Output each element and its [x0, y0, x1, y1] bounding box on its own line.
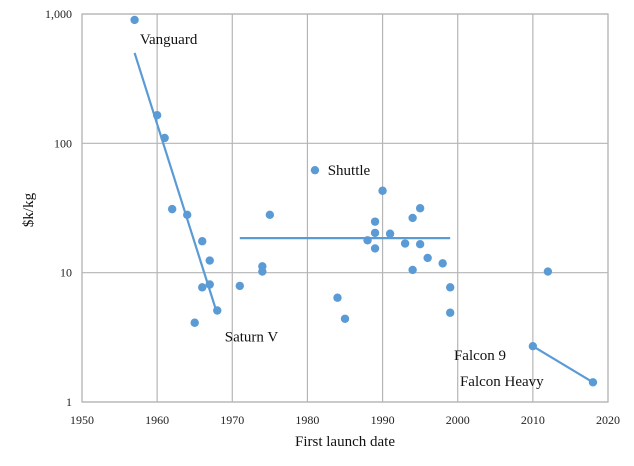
plot-frame [81, 13, 609, 403]
data-point [415, 204, 425, 213]
y-tick-label: 1,000 [45, 7, 72, 21]
y-axis-label: $k/kg [21, 192, 37, 227]
data-point [205, 280, 214, 289]
data-point [167, 204, 177, 214]
data-points [130, 15, 598, 387]
data-point [446, 308, 455, 317]
data-point [438, 259, 447, 268]
data-point [400, 239, 410, 248]
data-point [310, 165, 320, 175]
x-tick-label: 2010 [521, 413, 545, 427]
data-point [423, 253, 432, 263]
data-point [190, 318, 199, 327]
trend-line [532, 345, 594, 384]
y-tick-labels: 1 10 100 1,000 [45, 7, 72, 409]
x-tick-label: 1970 [220, 413, 244, 427]
data-point [363, 236, 372, 245]
annotation-label: Shuttle [328, 163, 371, 179]
data-point [130, 15, 139, 25]
data-point [198, 283, 207, 292]
data-point [340, 314, 350, 323]
data-point [152, 111, 162, 120]
x-tick-labels: 1950 1960 1970 1980 1990 2000 2010 2020 [70, 413, 620, 427]
data-point [258, 267, 267, 276]
data-point [370, 228, 380, 238]
annotation-label: Vanguard [140, 32, 198, 48]
y-tick-label: 1 [66, 395, 72, 409]
data-point [183, 210, 192, 220]
y-tick-label: 100 [54, 136, 72, 150]
gridlines [81, 13, 609, 403]
data-point [446, 283, 455, 292]
data-point [265, 210, 275, 220]
data-point [378, 186, 387, 195]
x-axis-label: First launch date [295, 434, 395, 450]
data-point [543, 267, 553, 276]
annotation-label: Falcon Heavy [460, 374, 544, 390]
annotation-label: Falcon 9 [454, 348, 506, 364]
annotations: Vanguard Shuttle Saturn V Falcon 9 Falcon He… [140, 32, 544, 390]
data-point [205, 256, 214, 265]
trend-lines [133, 52, 594, 384]
x-tick-label: 1950 [70, 413, 94, 427]
data-point [385, 229, 395, 238]
data-point [160, 133, 169, 143]
data-point [333, 293, 342, 302]
data-point [528, 342, 538, 351]
x-tick-label: 2000 [446, 413, 470, 427]
annotation-label: Saturn V [225, 330, 279, 346]
data-point [415, 239, 425, 249]
data-point [408, 265, 417, 275]
trend-line [133, 52, 219, 315]
data-point [588, 378, 598, 387]
x-tick-label: 1980 [295, 413, 319, 427]
data-point [408, 213, 417, 223]
x-tick-label: 2020 [596, 413, 620, 427]
data-point [370, 244, 380, 253]
y-tick-label: 10 [60, 266, 72, 280]
x-tick-label: 1990 [371, 413, 395, 427]
data-point [213, 306, 222, 315]
data-point [370, 217, 380, 226]
data-point [235, 281, 244, 291]
x-tick-label: 1960 [145, 413, 169, 427]
data-point [198, 237, 207, 246]
